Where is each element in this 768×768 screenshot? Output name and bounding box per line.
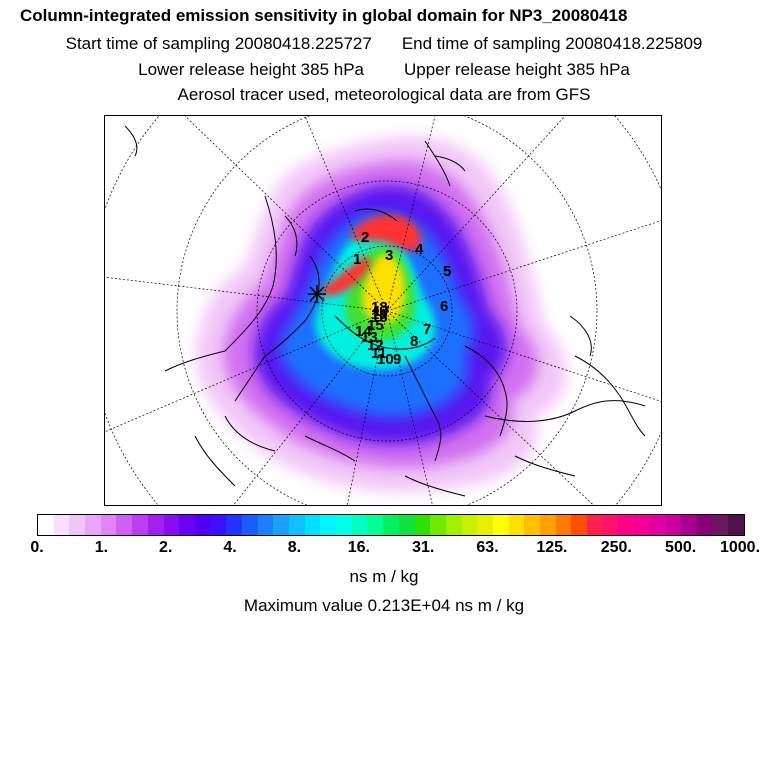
colorbar-swatch [241,515,258,535]
marker-15: 15 [367,317,384,334]
colorbar-tick-label: 16. [347,539,370,556]
colorbar-swatch [38,515,54,535]
colorbar-swatch [320,515,337,535]
colorbar-swatch [665,515,682,535]
colorbar-swatch [179,515,195,535]
marker-18: 18 [371,299,388,316]
colorbar-swatch [634,515,650,535]
colorbar-swatch [116,515,133,535]
marker-1: 1 [353,251,361,268]
colorbar-swatch [587,515,603,535]
colorbar-swatch [540,515,556,535]
end-time-label: End time of sampling 20080418.225809 [401,34,703,53]
colorbar-swatch [85,515,101,535]
colorbar-tick-label: 500. [665,539,697,556]
maximum-value: Maximum value 0.213E+04 ns m / kg [243,596,525,615]
marker-12: 12 [367,337,384,354]
colorbar-swatch [508,515,525,535]
marker-13: 13 [361,329,378,346]
marker-16: 16 [371,309,388,326]
colorbar-swatch [132,515,148,535]
colorbar-tick-label: 4. [223,539,237,556]
marker-4: 4 [415,241,424,258]
tracer-info: Aerosol tracer used, meteorological data… [177,85,591,104]
lower-release-label: Lower release height 385 hPa [138,60,364,79]
colorbar-swatch [351,515,368,535]
marker-9: 9 [393,351,401,368]
colorbar-tick-label: 0. [30,539,44,556]
colorbar-swatch [226,515,242,535]
colorbar-swatch [571,515,588,535]
colorbar-swatch [555,515,572,535]
sensitivity-field [196,136,567,492]
marker-11: 11 [371,345,387,362]
marker-17: 17 [373,303,390,320]
polar-stereographic-map: 1 2 3 4 5 6 7 8 9 10 11 12 13 14 15 16 1… [104,115,662,506]
marker-5: 5 [443,263,451,280]
colorbar-swatch [649,515,666,535]
release-location-star [308,285,326,303]
colorbar-swatch [461,515,478,535]
colorbar-swatch [712,515,729,535]
colorbar-tick-label: 1000. [719,539,761,556]
colorbar-swatch [336,515,352,535]
colorbar-swatch [367,515,384,535]
colorbar-swatch [728,515,744,535]
marker-3: 3 [385,247,393,264]
colorbar-swatch [383,515,399,535]
marker-19: 19 [371,306,388,323]
colorbar-swatch [289,515,305,535]
colorbar-swatch [69,515,86,535]
colorbar-tick-label: 250. [600,539,632,556]
sampling-times: Start time of sampling 20080418.225727 En… [0,34,768,54]
colorbar-swatch [210,515,227,535]
colorbar-tick-label: 63. [476,539,499,556]
release-heights: Lower release height 385 hPa Upper releas… [0,60,768,80]
colorbar-swatch [477,515,493,535]
colorbar-tick-label: 2. [159,539,173,556]
colorbar-swatch [696,515,713,535]
colorbar-swatch [147,515,164,535]
plot-title: Column-integrated emission sensitivity i… [20,6,628,25]
marker-10: 10 [377,351,394,368]
colorbar-swatch [194,515,211,535]
map-canvas: 1 2 3 4 5 6 7 8 9 10 11 12 13 14 15 16 1… [105,116,661,505]
colorbar-tick-label: 125. [536,539,568,556]
colorbar-swatch [304,515,321,535]
trajectory-markers: 1 2 3 4 5 6 7 8 9 10 11 12 13 14 15 16 1… [353,229,451,368]
colorbar-swatch [100,515,117,535]
marker-6: 6 [440,298,448,315]
marker-2: 2 [361,229,369,246]
colorbar-ticks: 0. 1. 2. 4. 8. 16. 31. 63. 125. 250. 500. 1000. [0,539,768,559]
colorbar-units: ns m / kg [349,567,419,586]
coastlines [124,125,646,497]
colorbar-swatch [53,515,70,535]
colorbar-swatch [445,515,462,535]
colorbar-tick-label: 8. [287,539,302,556]
colorbar-tick-label: 1. [94,539,109,556]
colorbar-swatch [492,515,509,535]
start-time-label: Start time of sampling 20080418.225727 [65,34,372,53]
marker-8: 8 [410,333,418,350]
marker-14: 14 [355,323,372,340]
upper-release-label: Upper release height 385 hPa [404,60,630,79]
colorbar-swatch [414,515,431,535]
colorbar-swatch [524,515,540,535]
colorbar-swatch [681,515,697,535]
colorbar-swatch [430,515,446,535]
colorbar-swatch [602,515,619,535]
colorbar-tick-label: 31. [412,539,435,556]
colorbar [37,514,745,536]
colorbar-swatch [163,515,180,535]
colorbar-swatch [618,515,635,535]
colorbar-swatch [398,515,415,535]
marker-7: 7 [423,321,431,338]
colorbar-swatch [273,515,289,535]
colorbar-swatch [257,515,274,535]
